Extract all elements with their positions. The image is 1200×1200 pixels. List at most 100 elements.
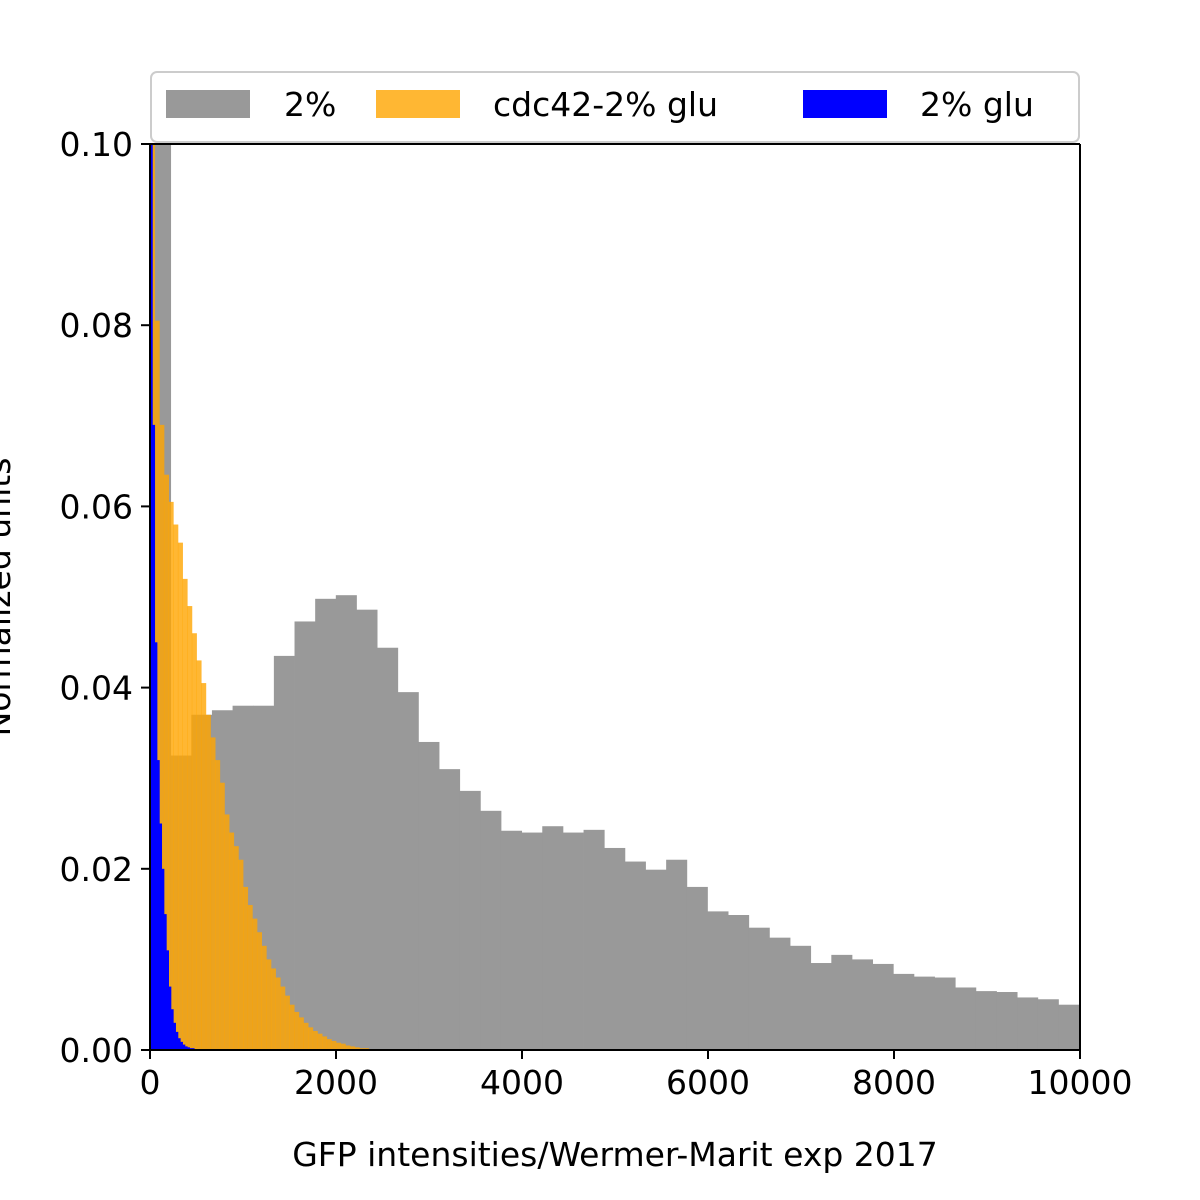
y-tick-label: 0.08: [60, 306, 133, 345]
bar: [872, 963, 894, 1050]
bar: [439, 769, 461, 1050]
bar: [975, 991, 997, 1050]
bar: [247, 905, 253, 1050]
bar: [280, 986, 286, 1050]
bar: [275, 977, 281, 1050]
bar: [335, 595, 357, 1050]
bar: [604, 847, 626, 1050]
bar: [349, 1046, 355, 1050]
bar: [256, 932, 262, 1050]
bar: [459, 790, 481, 1050]
x-tick-label: 6000: [666, 1063, 750, 1102]
bar: [345, 1045, 351, 1050]
bar: [500, 830, 523, 1050]
bar: [303, 1022, 309, 1050]
bar: [1017, 997, 1039, 1050]
bar: [562, 832, 584, 1050]
legend-swatch: [803, 90, 887, 118]
bar: [233, 846, 239, 1050]
y-axis-ticks: 0.00 0.02 0.04 0.06 0.08 0.10: [60, 125, 150, 1070]
y-tick-label: 0.10: [60, 125, 133, 164]
x-tick-label: 0: [140, 1063, 161, 1102]
x-tick-label: 2000: [294, 1063, 378, 1102]
bar: [322, 1036, 328, 1050]
bar: [152, 424, 156, 1050]
bar: [177, 542, 183, 1050]
bar: [331, 1040, 337, 1050]
bar: [354, 1047, 360, 1050]
bar: [273, 655, 295, 1050]
bar: [728, 915, 750, 1050]
bar: [159, 424, 165, 1050]
bar: [210, 737, 216, 1050]
bar: [163, 474, 169, 1050]
bar: [229, 832, 235, 1050]
bar: [831, 954, 853, 1050]
legend-frame: [150, 71, 1080, 143]
bar: [298, 1017, 304, 1050]
bar: [686, 886, 708, 1050]
bar: [161, 868, 165, 1050]
legend: 2% cdc42-2% glu 2% glu: [150, 71, 1080, 143]
y-axis-label: Normalized units: [0, 458, 18, 737]
legend-label: cdc42-2% glu: [493, 85, 718, 124]
bar: [156, 760, 160, 1050]
bar: [175, 1031, 179, 1050]
x-axis-ticks: 0 2000 4000 6000 8000 10000: [140, 1050, 1132, 1102]
bar: [168, 501, 174, 1050]
y-tick-label: 0.06: [60, 487, 133, 526]
bars-layer: [150, 144, 1081, 1050]
bar: [215, 760, 221, 1050]
bar: [418, 741, 440, 1050]
bar: [170, 1009, 174, 1050]
bar: [317, 1033, 323, 1050]
bar: [173, 1022, 176, 1050]
bar: [252, 918, 258, 1050]
bar: [270, 968, 276, 1050]
bar: [180, 1041, 183, 1050]
bar: [1037, 999, 1059, 1050]
bar: [150, 144, 153, 1050]
legend-swatch: [166, 90, 250, 118]
bar: [205, 714, 211, 1050]
axes-frame: [149, 143, 1081, 1051]
bar: [289, 1004, 295, 1050]
bar: [340, 1043, 346, 1050]
bar: [294, 1011, 300, 1050]
bar: [284, 995, 290, 1050]
bar: [851, 959, 874, 1050]
bar: [583, 829, 605, 1050]
bar: [769, 937, 791, 1050]
bar: [182, 578, 188, 1050]
x-tick-label: 4000: [480, 1063, 564, 1102]
bar: [645, 869, 667, 1050]
legend-items: 2% cdc42-2% glu 2% glu: [166, 85, 1034, 124]
bar: [168, 986, 172, 1050]
x-axis-label: GFP intensities/Wermer-Marit exp 2017: [292, 1135, 938, 1174]
bar: [187, 1047, 190, 1050]
y-tick-label: 0.04: [60, 669, 133, 708]
bar: [996, 992, 1018, 1050]
bar: [934, 977, 956, 1050]
bar: [196, 660, 202, 1050]
bar: [154, 642, 158, 1050]
x-tick-label: 8000: [852, 1063, 936, 1102]
bar: [480, 810, 502, 1050]
bar: [666, 859, 688, 1050]
bar: [261, 945, 267, 1050]
bar: [184, 1046, 188, 1050]
bar: [326, 1039, 332, 1050]
bar: [191, 633, 197, 1050]
bar: [308, 1027, 314, 1050]
bar: [166, 950, 169, 1050]
legend-label: 2%: [284, 85, 336, 124]
bar: [1058, 1004, 1080, 1050]
bar: [266, 959, 272, 1050]
bar: [238, 859, 244, 1050]
bar: [177, 1038, 181, 1050]
bar: [294, 621, 316, 1050]
bar: [790, 945, 812, 1050]
bar: [159, 823, 163, 1050]
legend-swatch: [376, 90, 460, 118]
